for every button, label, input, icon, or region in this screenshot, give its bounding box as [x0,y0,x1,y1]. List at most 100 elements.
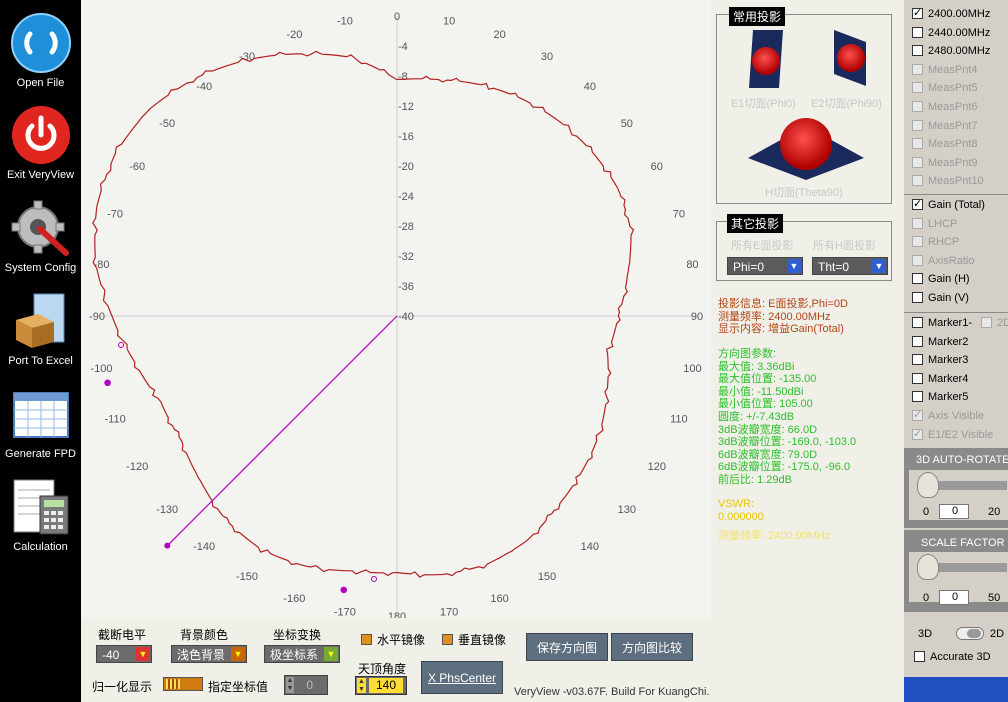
checkbox[interactable] [912,6,923,19]
auto-rotate-input[interactable]: 0 [939,504,969,519]
frequency-option[interactable]: 2480.00MHz [912,45,990,57]
horizontal-mirror-label: 水平镜像 [377,633,426,647]
polar-pattern-chart[interactable]: 0 10 20 30 40 50 60 70 80 90 100 110 120 130 140 150 160… [81,0,711,618]
angle-tick-label: -120 [126,461,148,473]
other-projection-title: 其它投影 [727,214,784,233]
frequency-option: MeasPnt10 [912,175,984,187]
info-line: 6dB波瓣宽度: 79.0D [718,448,818,461]
checkbox[interactable] [912,335,923,347]
checkbox[interactable] [912,372,923,384]
bg-color-dropdown[interactable]: 浅色背景 ▼ [171,645,247,663]
checkbox [912,138,923,150]
marker-option[interactable]: Marker1- [912,317,972,329]
slider-knob[interactable] [917,472,939,498]
info-line: 最小值位置: 105.00 [718,398,813,411]
zenith-angle-label: 天顶角度 [358,662,407,676]
angle-tick-label: -100 [91,363,113,375]
frequency-option: MeasPnt7 [912,119,978,132]
mode-toggle[interactable] [956,627,984,640]
checkbox[interactable] [912,26,923,38]
radial-tick-label: -36 [398,281,414,293]
exit-veryview-button[interactable]: Exit VeryView [0,104,81,181]
h-projection-label: H切面(Theta90) [765,187,843,199]
generate-fpd-button[interactable]: Generate FPD [0,383,81,460]
spinner-icon[interactable]: ▲ ▼ [286,677,294,693]
open-file-label: Open File [16,77,65,89]
phs-center-button[interactable]: X PhsCenter [421,661,503,694]
marker1-2d-option[interactable]: 2D [981,317,1008,329]
scale-min: 0 [923,592,930,604]
cutoff-level-dropdown[interactable]: -40 ▼ [96,645,152,663]
checkbox[interactable] [912,292,923,303]
specify-coord-input[interactable]: ▲ ▼ 0 [284,675,328,695]
info-line: VSWR: [718,498,755,510]
auto-rotate-slider[interactable]: 0 0 20 [909,470,1008,520]
chevron-down-icon: ▼ [231,647,245,661]
calculation-button[interactable]: Calculation [0,476,81,553]
checkbox [912,217,923,229]
mode-3d-label: 3D [918,628,933,640]
e2-projection-icon[interactable] [826,28,876,90]
zenith-angle-input[interactable]: ▲ ▼ 140 [355,676,407,695]
phi-dropdown[interactable]: Phi=0 ▼ [727,257,803,275]
angle-tick-label: 160 [490,593,508,605]
radial-tick-label: -24 [398,191,414,203]
gain-option[interactable]: Gain (Total) [912,197,985,211]
slider-knob[interactable] [917,554,939,580]
mode-2d-label: 2D [990,628,1005,640]
gain-label: Gain (H) [928,273,970,286]
scale-factor-slider[interactable]: 0 0 50 [909,552,1008,605]
faint-info-text: 测量频率: 2400.00MHz [718,530,830,543]
table-icon [12,392,69,438]
frequency-option[interactable]: 2400.00MHz [912,6,990,20]
calculation-label: Calculation [13,541,68,553]
scale-input[interactable]: 0 [939,590,969,605]
auto-rotate-title: 3D AUTO-ROTATE [916,454,1008,466]
separator [904,312,1008,313]
marker-option[interactable]: Marker4 [912,372,968,385]
radial-tick-label: -4 [398,41,408,53]
separator [904,194,1008,195]
angle-tick-label: -20 [286,29,302,41]
gain-option[interactable]: Gain (V) [912,292,969,304]
checkbox[interactable] [912,317,923,328]
tht-dropdown[interactable]: Tht=0 ▼ [812,257,888,275]
checkbox [912,101,923,112]
info-line: 最小值: -11.50dBi [718,385,804,398]
marker-option[interactable]: Marker3 [912,354,968,366]
polar-plot-area[interactable]: 0 10 20 30 40 50 60 70 80 90 100 110 120 130 140 150 160… [81,0,711,618]
frequency-option[interactable]: 2440.00MHz [912,26,990,39]
checkbox[interactable] [912,45,923,57]
gain-option[interactable]: Gain (H) [912,273,970,285]
checkbox[interactable] [912,354,923,366]
marker-option[interactable]: Marker2 [912,335,968,348]
compare-pattern-button[interactable]: 方向图比较 [611,633,693,661]
coord-transform-dropdown[interactable]: 极坐标系 ▼ [264,645,340,663]
info-line: 最大值位置: -135.00 [718,373,817,386]
port-to-excel-label: Port To Excel [8,355,73,367]
port-to-excel-button[interactable]: Port To Excel [0,290,81,367]
h-projection-icon[interactable] [746,108,866,182]
horizontal-mirror-checkbox[interactable] [361,634,372,645]
save-pattern-button[interactable]: 保存方向图 [526,633,608,661]
angle-tick-label: 20 [493,29,505,41]
checkbox[interactable] [912,273,923,285]
accurate-3d-checkbox[interactable]: Accurate 3D [914,651,991,663]
zenith-angle-value: 140 [369,678,403,693]
info-line: 6dB波瓣位置: -175.0, -96.0 [718,461,851,474]
open-file-button[interactable]: Open File [0,12,81,89]
angle-tick-label: 70 [673,208,685,220]
vertical-mirror-checkbox[interactable] [442,634,453,645]
spinner-icon[interactable]: ▲ ▼ [357,678,366,693]
system-config-button[interactable]: System Config [0,197,81,274]
marker-option[interactable]: Marker5 [912,391,968,403]
pattern-trace [92,50,635,578]
normalize-toggle[interactable] [163,677,203,691]
e1-projection-icon[interactable] [741,28,791,90]
angle-tick-label: 110 [670,414,688,426]
info-line: 测量频率: 2400.00MHz [718,310,831,323]
frequency-label: MeasPnt9 [928,156,978,169]
checkbox[interactable] [912,197,923,210]
checkbox [912,427,923,440]
checkbox[interactable] [912,391,923,403]
